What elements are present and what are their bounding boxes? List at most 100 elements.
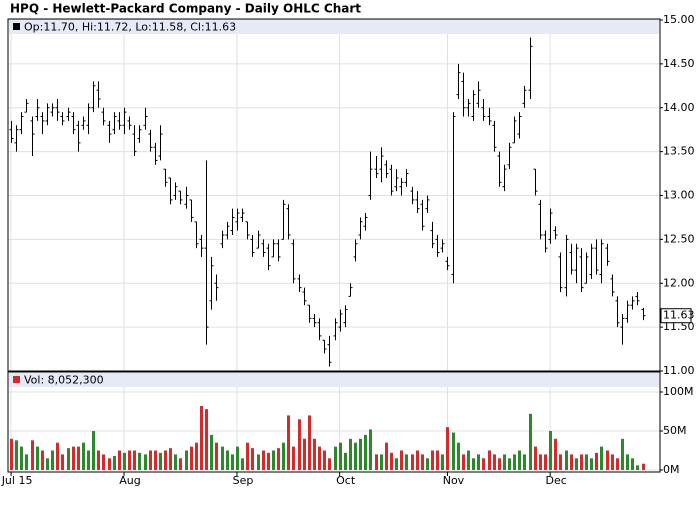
volume-bar — [61, 454, 64, 470]
y2-tick-label: 100M — [663, 385, 694, 398]
volume-bar — [446, 427, 449, 470]
volume-bar — [385, 442, 388, 470]
volume-bar — [344, 452, 347, 470]
price-legend-strip — [9, 20, 659, 34]
volume-bar — [421, 454, 424, 470]
volume-bar — [369, 429, 372, 470]
x-tick-label: Jul 15 — [1, 474, 33, 487]
last-price-box — [660, 308, 692, 324]
volume-bar — [241, 458, 244, 470]
volume-bar — [277, 448, 280, 470]
volume-bar — [318, 446, 321, 470]
volume-bar — [87, 450, 90, 470]
volume-bar — [405, 454, 408, 470]
volume-bar — [174, 454, 177, 470]
volume-bar — [452, 432, 455, 470]
volume-bar — [534, 446, 537, 470]
volume-bar — [400, 450, 403, 470]
volume-bar — [185, 450, 188, 470]
volume-bar — [144, 454, 147, 470]
volume-bar — [477, 454, 480, 470]
x-tick-label: Oct — [336, 474, 356, 487]
volume-bar — [508, 458, 511, 470]
volume-bar — [31, 440, 34, 470]
volume-bar — [339, 442, 342, 470]
volume-bar — [41, 450, 44, 470]
volume-bar — [436, 450, 439, 470]
volume-legend-strip — [9, 373, 659, 387]
last-price-label: 11.63 — [663, 309, 695, 322]
volume-bar — [621, 438, 624, 470]
y-tick-label: 12.50 — [663, 232, 695, 245]
y2-tick-label: 50M — [663, 424, 687, 437]
volume-bar — [380, 454, 383, 470]
volume-legend: Vol: 8,052,300 — [24, 374, 104, 387]
volume-bar — [462, 454, 465, 470]
volume-bar — [226, 450, 229, 470]
volume-bar — [349, 438, 352, 470]
volume-bar — [334, 446, 337, 470]
volume-bar — [205, 409, 208, 470]
volume-bar — [118, 450, 121, 470]
volume-bar — [529, 413, 532, 470]
volume-bar — [328, 458, 331, 470]
volume-bar — [113, 455, 116, 470]
x-tick-label: Dec — [545, 474, 566, 487]
volume-bar — [488, 450, 491, 470]
volume-bar — [46, 458, 49, 470]
volume-bar — [523, 454, 526, 470]
volume-bar — [600, 446, 603, 470]
volume-bar — [595, 452, 598, 470]
volume-bar — [544, 454, 547, 470]
volume-bar — [359, 438, 362, 470]
volume-bar — [441, 454, 444, 470]
volume-bar — [36, 446, 39, 470]
volume-bar — [493, 454, 496, 470]
chart-title: HPQ - Hewlett-Packard Company - Daily OH… — [10, 2, 361, 16]
volume-bar — [159, 452, 162, 470]
volume-bar — [77, 446, 80, 470]
volume-bar — [390, 452, 393, 470]
volume-bar — [92, 431, 95, 470]
y-tick-label: 11.00 — [663, 364, 695, 377]
volume-bar — [179, 458, 182, 470]
y-tick-label: 13.50 — [663, 145, 695, 158]
volume-bar — [308, 415, 311, 470]
volume-bar — [616, 458, 619, 470]
volume-bar — [457, 442, 460, 470]
volume-bar — [298, 419, 301, 470]
volume-bar — [128, 450, 131, 470]
volume-bar — [375, 454, 378, 470]
volume-bar — [282, 442, 285, 470]
volume-bar — [580, 454, 583, 470]
y-tick-label: 14.00 — [663, 101, 695, 114]
volume-bar — [570, 454, 573, 470]
volume-bar — [539, 454, 542, 470]
volume-bar — [431, 450, 434, 470]
x-tick-label: Nov — [443, 474, 465, 487]
volume-bar — [123, 452, 126, 470]
volume-bar — [411, 454, 414, 470]
volume-bar — [395, 458, 398, 470]
volume-bar — [642, 463, 645, 470]
y-tick-label: 13.00 — [663, 189, 695, 202]
volume-bar — [15, 440, 18, 470]
volume-bar — [518, 450, 521, 470]
volume-bar — [138, 452, 141, 470]
volume-bar — [575, 458, 578, 470]
volume-bar — [585, 454, 588, 470]
volume-bar — [482, 458, 485, 470]
volume-bar — [303, 438, 306, 470]
volume-bar — [154, 450, 157, 470]
volume-bar — [133, 450, 136, 470]
volume-bar — [549, 431, 552, 470]
volume-bar — [102, 454, 105, 470]
volume-bar — [262, 450, 265, 470]
y-tick-label: 12.00 — [663, 276, 695, 289]
volume-bar — [498, 458, 501, 470]
volume-bar — [10, 438, 13, 470]
volume-bar — [364, 434, 367, 470]
volume-bar — [565, 450, 568, 470]
volume-bar — [354, 442, 357, 470]
